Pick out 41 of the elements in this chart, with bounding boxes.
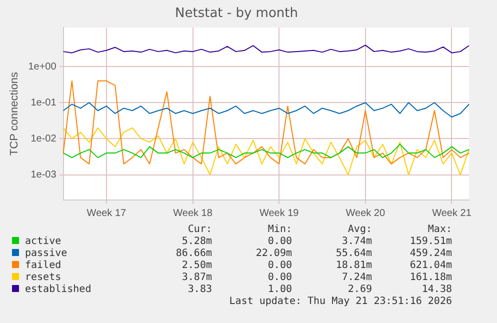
y-tick-label: 1e-02 — [30, 133, 57, 144]
y-tick-label: 1e+00 — [28, 61, 57, 72]
text: 161.18m — [408, 272, 452, 284]
text: 5.28m — [180, 236, 212, 248]
text: 2.69 — [346, 284, 372, 296]
text: Last update: Thu May 21 23:51:16 2026 — [228, 296, 452, 308]
text: 22.09m — [254, 248, 292, 260]
text: Min: — [266, 224, 292, 236]
legend-label: active — [24, 236, 62, 248]
text: 86.66m — [174, 248, 212, 260]
y-tick-label: 1e-01 — [30, 97, 57, 108]
text: 7.24m — [340, 272, 372, 284]
text: Max: — [426, 224, 452, 236]
text: 1.00 — [266, 284, 292, 296]
text: 159.51m — [408, 236, 452, 248]
text: 0.00 — [266, 236, 292, 248]
x-tick-label: Week 20 — [346, 208, 386, 219]
chart-title: Netstat - by month — [175, 6, 298, 22]
y-axis-title: TCP connections — [8, 72, 21, 156]
text: 55.64m — [334, 248, 372, 260]
text: 0.00 — [266, 272, 292, 284]
legend-label: resets — [24, 272, 62, 284]
text: Cur: — [186, 224, 212, 236]
x-tick-label: Week 19 — [259, 208, 300, 219]
text: 18.81m — [334, 260, 372, 272]
x-tick-label: Week 21 — [432, 208, 472, 219]
text: 3.74m — [340, 236, 372, 248]
x-tick-label: Week 17 — [86, 208, 127, 219]
text: 0.00 — [266, 260, 292, 272]
legend-label: failed — [24, 260, 62, 272]
legend-label: established — [24, 284, 92, 296]
y-tick-label: 1e-03 — [30, 170, 57, 181]
text: Avg: — [346, 224, 372, 236]
legend-label: passive — [24, 248, 68, 260]
text: 14.38 — [420, 284, 452, 296]
x-tick-label: Week 18 — [173, 208, 213, 219]
text: 459.24m — [408, 248, 452, 260]
text: 2.50m — [180, 260, 212, 272]
text: 3.87m — [180, 272, 212, 284]
text: 3.83 — [186, 284, 212, 296]
text: 621.04m — [408, 260, 452, 272]
